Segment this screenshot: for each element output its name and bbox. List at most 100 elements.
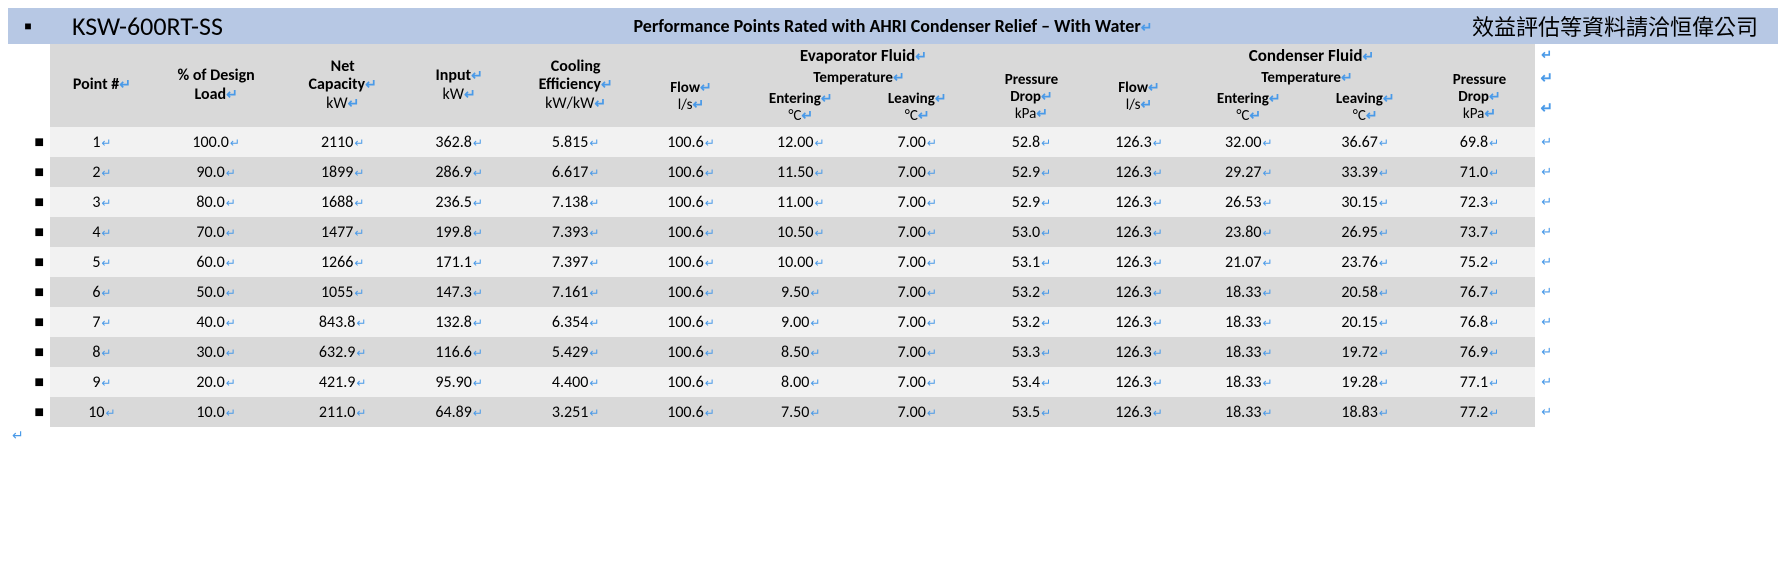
mark-icon: ↵ bbox=[918, 107, 930, 124]
row-end-mark: ↵ bbox=[1535, 68, 1558, 89]
cell-c_leave: 18.83↵ bbox=[1307, 397, 1423, 427]
bullet-icon: ■ bbox=[28, 337, 50, 367]
cell-input: 132.8↵ bbox=[407, 307, 512, 337]
cell-c_flow: 126.3↵ bbox=[1087, 307, 1190, 337]
cell-c_flow: 126.3↵ bbox=[1087, 247, 1190, 277]
table-row: ■5↵60.0↵1266↵171.1↵7.397↵100.6↵10.00↵7.0… bbox=[28, 247, 1558, 277]
cell-e_leave: 7.00↵ bbox=[859, 337, 975, 367]
mark-icon: ↵ bbox=[1249, 107, 1261, 124]
cell-load: 40.0↵ bbox=[153, 307, 278, 337]
cell-e_leave: 7.00↵ bbox=[859, 307, 975, 337]
bullet-icon: ■ bbox=[28, 217, 50, 247]
cell-load: 50.0↵ bbox=[153, 277, 278, 307]
hdr-load-sub: Load bbox=[194, 85, 226, 104]
table-row: ■3↵80.0↵1688↵236.5↵7.138↵100.6↵11.00↵7.0… bbox=[28, 187, 1558, 217]
cell-input: 147.3↵ bbox=[407, 277, 512, 307]
row-end-mark: ↵ bbox=[1535, 277, 1558, 307]
cell-point: 8↵ bbox=[50, 337, 153, 367]
hdr-flow-label: Flow bbox=[670, 79, 700, 97]
cell-load: 90.0↵ bbox=[153, 157, 278, 187]
hdr-temp-label2: Temperature bbox=[1261, 69, 1341, 87]
cell-e_enter: 10.50↵ bbox=[743, 217, 859, 247]
cell-e_pd: 53.2↵ bbox=[975, 277, 1087, 307]
mark-icon: ↵ bbox=[1141, 96, 1153, 113]
cell-e_flow: 100.6↵ bbox=[639, 247, 742, 277]
cell-e_enter: 7.50↵ bbox=[743, 397, 859, 427]
model-code: KSW-600RT-SS bbox=[48, 10, 223, 42]
mark-icon: ↵ bbox=[594, 95, 606, 112]
bullet-icon: ■ bbox=[28, 127, 50, 157]
cell-c_enter: 26.53↵ bbox=[1191, 187, 1307, 217]
cell-efficiency: 3.251↵ bbox=[512, 397, 640, 427]
cell-capacity: 1899↵ bbox=[279, 157, 407, 187]
cell-c_enter: 18.33↵ bbox=[1191, 277, 1307, 307]
cell-load: 20.0↵ bbox=[153, 367, 278, 397]
cell-load: 100.0↵ bbox=[153, 127, 278, 157]
cell-e_flow: 100.6↵ bbox=[639, 277, 742, 307]
mark-icon: ↵ bbox=[601, 76, 613, 93]
cell-c_enter: 18.33↵ bbox=[1191, 307, 1307, 337]
table-header: Point #↵ % of DesignLoad↵ NetCapacity↵kW… bbox=[28, 44, 1558, 127]
hdr-evap-group: Evaporator Fluid↵ bbox=[639, 44, 1087, 68]
mark-icon: ↵ bbox=[1341, 69, 1353, 86]
cell-c_enter: 18.33↵ bbox=[1191, 397, 1307, 427]
mark-icon: ↵ bbox=[821, 90, 833, 107]
hdr-evap-leaving: Leaving↵°C↵ bbox=[859, 89, 975, 128]
cell-c_leave: 23.76↵ bbox=[1307, 247, 1423, 277]
cell-c_leave: 19.72↵ bbox=[1307, 337, 1423, 367]
cell-efficiency: 6.354↵ bbox=[512, 307, 640, 337]
cell-e_flow: 100.6↵ bbox=[639, 217, 742, 247]
mark-icon: ↵ bbox=[693, 96, 705, 113]
cell-e_pd: 53.2↵ bbox=[975, 307, 1087, 337]
cell-efficiency: 7.138↵ bbox=[512, 187, 640, 217]
cell-c_enter: 21.07↵ bbox=[1191, 247, 1307, 277]
cell-c_flow: 126.3↵ bbox=[1087, 217, 1190, 247]
cell-e_pd: 53.4↵ bbox=[975, 367, 1087, 397]
cell-c_pd: 76.9↵ bbox=[1423, 337, 1535, 367]
hdr-load-label: % of Design bbox=[178, 66, 255, 85]
mark-icon: ↵ bbox=[1484, 105, 1496, 122]
cell-load: 80.0↵ bbox=[153, 187, 278, 217]
cell-c_pd: 72.3↵ bbox=[1423, 187, 1535, 217]
cell-efficiency: 5.815↵ bbox=[512, 127, 640, 157]
row-end-mark: ↵ bbox=[1535, 187, 1558, 217]
table-body: ■1↵100.0↵2110↵362.8↵5.815↵100.6↵12.00↵7.… bbox=[28, 127, 1558, 427]
row-end-mark: ↵ bbox=[1535, 217, 1558, 247]
bullet-icon: ■ bbox=[28, 367, 50, 397]
hdr-enter-label2: Entering bbox=[1217, 90, 1269, 108]
cell-e_enter: 8.00↵ bbox=[743, 367, 859, 397]
cell-c_enter: 23.80↵ bbox=[1191, 217, 1307, 247]
cell-capacity: 211.0↵ bbox=[279, 397, 407, 427]
cell-capacity: 1266↵ bbox=[279, 247, 407, 277]
cell-c_pd: 73.7↵ bbox=[1423, 217, 1535, 247]
mark-icon: ↵ bbox=[1383, 90, 1395, 107]
table-row: ■4↵70.0↵1477↵199.8↵7.393↵100.6↵10.50↵7.0… bbox=[28, 217, 1558, 247]
bullet-icon: ■ bbox=[28, 307, 50, 337]
hdr-cond-temp-group: Temperature↵ bbox=[1191, 68, 1424, 89]
cell-e_leave: 7.00↵ bbox=[859, 247, 975, 277]
bullet-icon: ■ bbox=[28, 247, 50, 277]
hdr-point: Point #↵ bbox=[50, 44, 153, 127]
cell-input: 236.5↵ bbox=[407, 187, 512, 217]
mark-icon: ↵ bbox=[1489, 88, 1501, 105]
cell-c_enter: 18.33↵ bbox=[1191, 337, 1307, 367]
hdr-flow-label2: Flow bbox=[1118, 79, 1148, 97]
row-end-mark: ↵ bbox=[1535, 397, 1558, 427]
row-end-mark: ↵ bbox=[1535, 337, 1558, 367]
hdr-flow-unit: l/s bbox=[678, 96, 693, 114]
hdr-evap-temp-group: Temperature↵ bbox=[743, 68, 976, 89]
cell-load: 60.0↵ bbox=[153, 247, 278, 277]
cell-c_pd: 76.8↵ bbox=[1423, 307, 1535, 337]
trailing-paragraph-mark: ↵ bbox=[8, 427, 1778, 444]
hdr-cond-pd: PressureDrop↵kPa↵ bbox=[1423, 68, 1535, 128]
cell-load: 30.0↵ bbox=[153, 337, 278, 367]
document-root: ■ KSW-600RT-SS Performance Points Rated … bbox=[8, 8, 1778, 444]
table-row: ■6↵50.0↵1055↵147.3↵7.161↵100.6↵9.50↵7.00… bbox=[28, 277, 1558, 307]
hdr-enter-label: Entering bbox=[769, 90, 821, 108]
cjk-note: 效益評估等資料請洽恒偉公司 bbox=[1472, 10, 1770, 42]
cell-point: 9↵ bbox=[50, 367, 153, 397]
hdr-cond-group: Condenser Fluid↵ bbox=[1087, 44, 1535, 68]
hdr-leave-unit2: °C bbox=[1353, 107, 1366, 125]
table-row: ■9↵20.0↵421.9↵95.90↵4.400↵100.6↵8.00↵7.0… bbox=[28, 367, 1558, 397]
mark-icon: ↵ bbox=[1362, 48, 1374, 65]
